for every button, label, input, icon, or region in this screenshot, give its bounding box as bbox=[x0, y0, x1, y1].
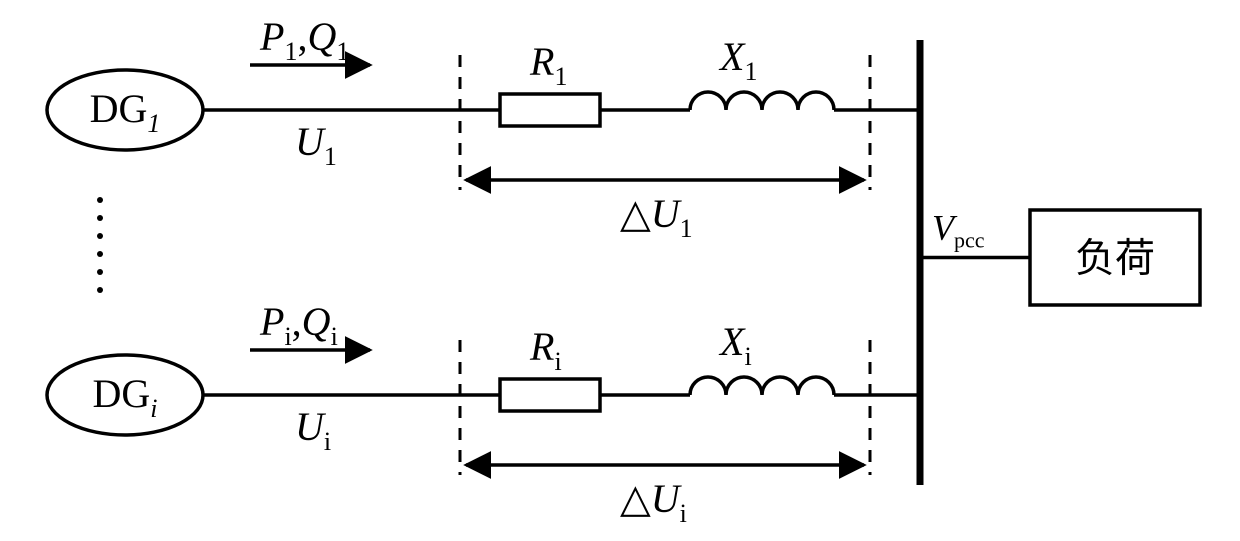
resistor-i bbox=[500, 379, 600, 411]
circuit-diagram: DG1 P1,Q1 U1 R1 X1 △U1 DGi Pi,Qi Ui Ri Xi △Ui Vpcc 负… bbox=[0, 0, 1240, 541]
ellipsis-dot bbox=[97, 251, 103, 257]
inductor-i bbox=[690, 377, 834, 395]
r-label-1: R1 bbox=[529, 39, 567, 91]
du-label-1: △U1 bbox=[620, 191, 693, 243]
pq-label-1: P1,Q1 bbox=[259, 14, 349, 66]
load-label: 负荷 bbox=[1075, 236, 1155, 281]
branch-1: DG1 P1,Q1 U1 R1 X1 △U1 bbox=[47, 14, 920, 243]
ellipsis-dot bbox=[97, 287, 103, 293]
ellipsis-dot bbox=[97, 233, 103, 239]
u-label-1: U1 bbox=[295, 119, 337, 171]
resistor-1 bbox=[500, 94, 600, 126]
dg-label-i: DGi bbox=[92, 371, 157, 423]
branch-i: DGi Pi,Qi Ui Ri Xi △Ui bbox=[47, 299, 920, 528]
x-label-i: Xi bbox=[718, 319, 752, 371]
pq-label-i: Pi,Qi bbox=[259, 299, 338, 351]
ellipsis-dot bbox=[97, 269, 103, 275]
vpcc-label: Vpcc bbox=[932, 208, 985, 253]
r-label-i: Ri bbox=[529, 324, 562, 376]
ellipsis-dot bbox=[97, 215, 103, 221]
x-label-1: X1 bbox=[718, 34, 757, 86]
u-label-i: Ui bbox=[295, 404, 331, 456]
ellipsis-dot bbox=[97, 197, 103, 203]
dg-label-1: DG1 bbox=[90, 86, 161, 138]
du-label-i: △Ui bbox=[620, 476, 687, 528]
inductor-1 bbox=[690, 92, 834, 110]
